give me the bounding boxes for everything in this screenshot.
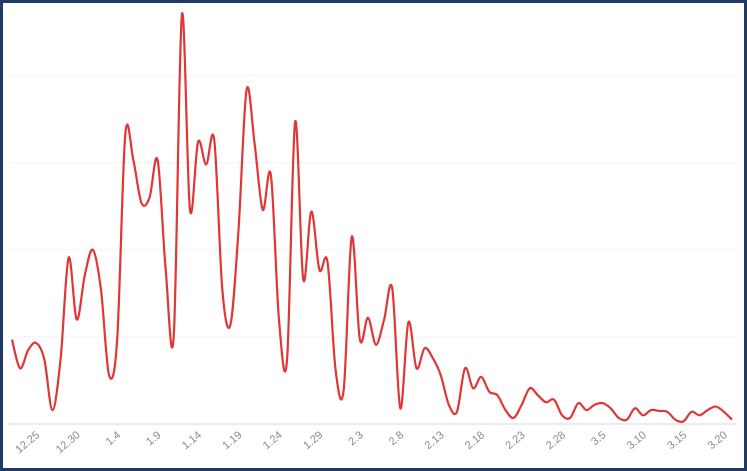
line [10,12,733,423]
